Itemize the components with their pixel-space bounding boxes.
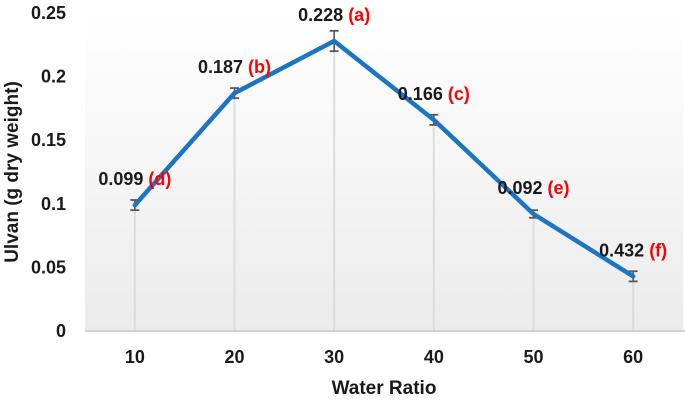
data-label-value: 0.228 xyxy=(298,5,348,25)
y-tick-label: 0.05 xyxy=(31,257,66,277)
data-label-group-letter: (d) xyxy=(148,169,171,189)
data-label: 0.166 (c) xyxy=(398,84,470,104)
x-axis-title: Water Ratio xyxy=(331,378,437,399)
y-tick-label: 0.25 xyxy=(31,3,66,23)
x-tick-label: 40 xyxy=(424,347,444,367)
data-label: 0.099 (d) xyxy=(98,169,171,189)
data-label-group-letter: (e) xyxy=(548,178,570,198)
data-label-group-letter: (f) xyxy=(649,240,667,260)
series-line-ulvan xyxy=(132,38,636,279)
data-label-value: 0.166 xyxy=(398,84,448,104)
data-label: 0.092 (e) xyxy=(497,178,569,198)
x-tick-label: 10 xyxy=(125,347,145,367)
data-label: 0.432 (f) xyxy=(599,240,667,260)
y-axis-title: Ulvan (g dry weight) xyxy=(2,81,23,263)
x-tick-label: 60 xyxy=(623,347,643,367)
x-tick-label: 20 xyxy=(224,347,244,367)
plot-background xyxy=(85,13,683,331)
data-label: 0.228 (a) xyxy=(298,5,370,25)
data-label-group-letter: (b) xyxy=(248,57,271,77)
y-tick-label: 0 xyxy=(56,321,66,341)
y-tick-label: 0.2 xyxy=(41,67,66,87)
data-label: 0.187 (b) xyxy=(198,57,271,77)
x-tick-label: 30 xyxy=(324,347,344,367)
data-label-group-letter: (c) xyxy=(448,84,470,104)
data-label-value: 0.099 xyxy=(98,169,148,189)
y-tick-label: 0.15 xyxy=(31,130,66,150)
data-label-value: 0.432 xyxy=(599,240,649,260)
data-label-value: 0.092 xyxy=(497,178,547,198)
x-tick-label: 50 xyxy=(523,347,543,367)
y-tick-label: 0.1 xyxy=(41,194,66,214)
data-label-group-letter: (a) xyxy=(348,5,370,25)
data-label-value: 0.187 xyxy=(198,57,248,77)
